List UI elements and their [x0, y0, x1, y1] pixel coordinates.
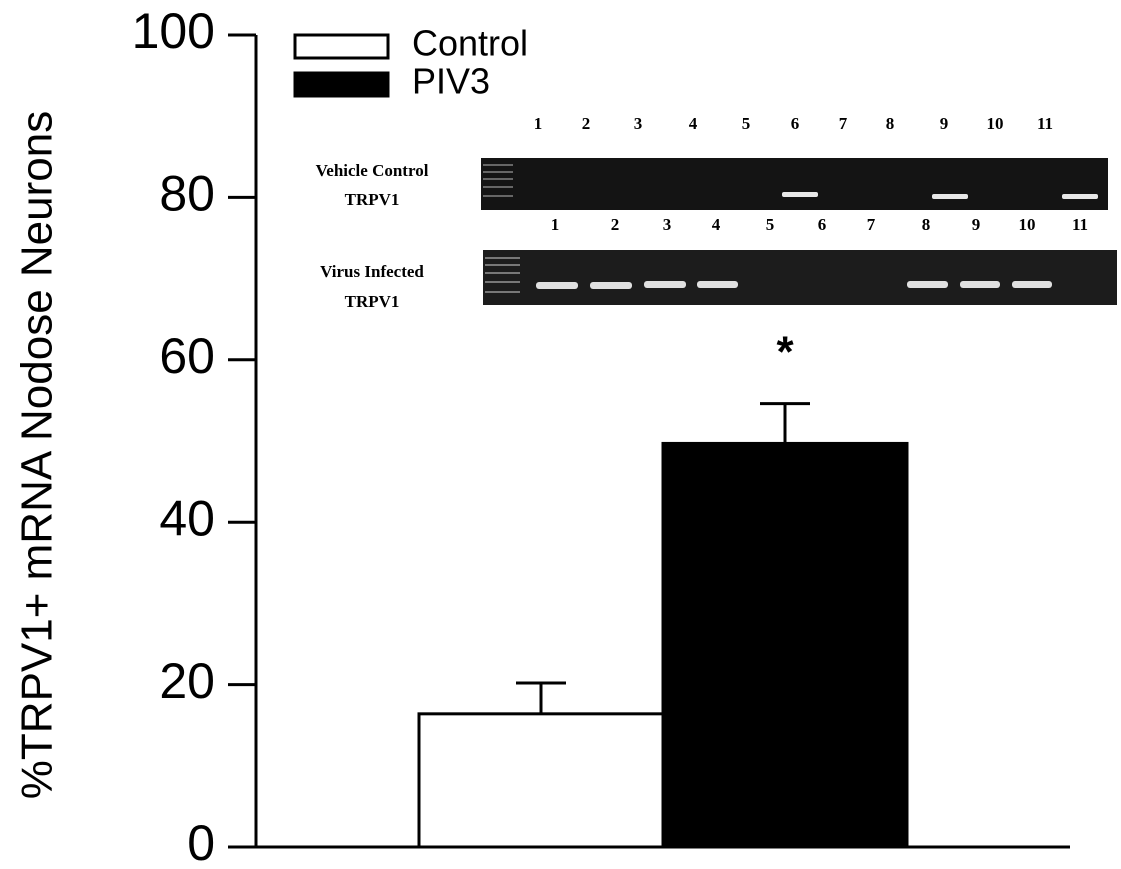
significance-mark: * [776, 328, 794, 377]
lane-number: 6 [818, 215, 827, 234]
lane-number: 5 [766, 215, 775, 234]
legend-label: PIV3 [412, 61, 490, 102]
lane-number: 9 [972, 215, 981, 234]
y-axis-label: %TRPV1+ mRNA Nodose Neurons [13, 111, 62, 799]
gel-label: Vehicle Control [316, 161, 429, 180]
legend-label: Control [412, 23, 528, 64]
bar [419, 714, 663, 847]
lane-number: 5 [742, 114, 751, 133]
lane-number: 6 [791, 114, 800, 133]
y-tick-label: 80 [159, 166, 215, 222]
lane-number: 10 [987, 114, 1004, 133]
lane-number: 10 [1019, 215, 1036, 234]
lane-number: 9 [940, 114, 949, 133]
lane-number: 7 [867, 215, 876, 234]
lane-number: 3 [663, 215, 672, 234]
chart: %TRPV1+ mRNA Nodose Neurons Vehicle Cont… [0, 0, 1121, 869]
legend-swatch [295, 35, 388, 58]
gel-label: TRPV1 [345, 292, 400, 311]
lane-number: 4 [689, 114, 698, 133]
y-tick-label: 40 [159, 490, 215, 546]
lane-number: 11 [1072, 215, 1088, 234]
gel-top [481, 158, 1108, 210]
lane-number: 7 [839, 114, 848, 133]
y-tick-label: 20 [159, 653, 215, 709]
bar [663, 443, 907, 847]
lane-number: 2 [582, 114, 591, 133]
gel-label: TRPV1 [345, 190, 400, 209]
gel-bottom [483, 250, 1117, 305]
lane-number: 3 [634, 114, 643, 133]
lane-number: 4 [712, 215, 721, 234]
lane-number: 2 [611, 215, 620, 234]
y-tick-label: 100 [132, 3, 215, 59]
y-tick-label: 0 [187, 815, 215, 869]
legend-swatch [295, 73, 388, 96]
lane-number: 1 [534, 114, 543, 133]
lane-number: 1 [551, 215, 560, 234]
lane-number: 8 [886, 114, 895, 133]
lane-number: 11 [1037, 114, 1053, 133]
lane-number: 8 [922, 215, 931, 234]
gel-label: Virus Infected [320, 262, 424, 281]
y-tick-label: 60 [159, 328, 215, 384]
